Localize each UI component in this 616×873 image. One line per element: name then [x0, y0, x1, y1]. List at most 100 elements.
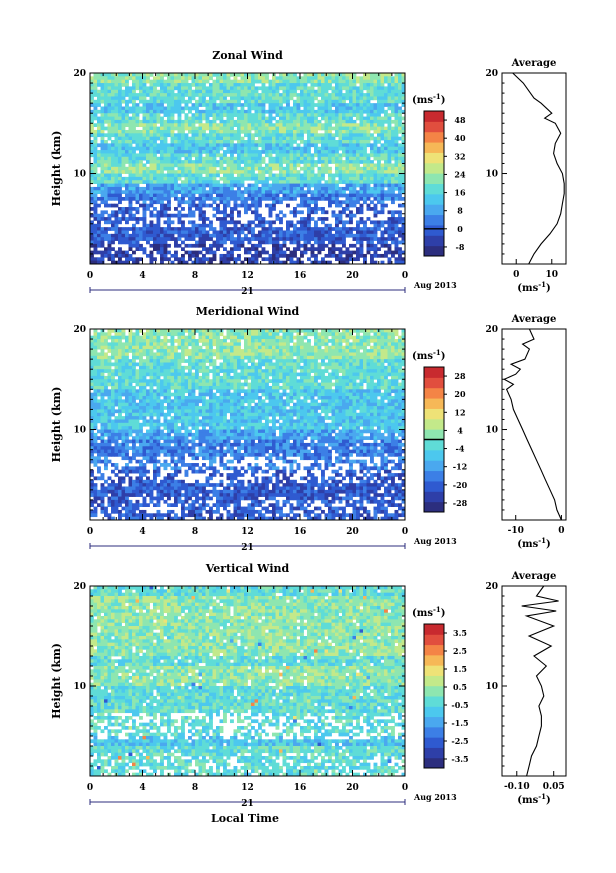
heatmap-cell: [205, 136, 210, 141]
heatmap-cell: [226, 237, 231, 241]
heatmap-cell: [272, 140, 276, 144]
heatmap-cell: [261, 106, 266, 111]
heatmap-cell: [223, 150, 227, 154]
heatmap-cell: [146, 349, 150, 353]
heatmap-cell: [93, 136, 98, 141]
heatmap-cell: [219, 233, 224, 238]
heatmap-cell: [237, 123, 241, 128]
heatmap-cell: [114, 230, 119, 235]
heatmap-cell: [181, 200, 185, 205]
heatmap-cell: [293, 160, 297, 164]
heatmap-cell: [111, 129, 115, 134]
heatmap-cell: [118, 103, 122, 107]
heatmap-cell: [247, 113, 252, 117]
heatmap-cell: [226, 349, 231, 353]
heatmap-cell: [321, 99, 325, 104]
heatmap-cell: [104, 250, 108, 255]
heatmap-cell: [205, 143, 210, 148]
heatmap-cell: [401, 156, 406, 161]
heatmap-cell: [114, 119, 119, 124]
heatmap-cell: [223, 109, 227, 114]
heatmap-cell: [114, 227, 119, 231]
heatmap-cell: [289, 332, 294, 337]
heatmap-cell: [356, 250, 360, 255]
heatmap-cell: [209, 129, 213, 134]
heatmap-cell: [352, 150, 357, 154]
heatmap-cell: [384, 240, 388, 245]
heatmap-cell: [114, 190, 119, 195]
heatmap-cell: [321, 240, 325, 245]
heatmap-cell: [230, 119, 234, 124]
heatmap-cell: [202, 103, 206, 107]
heatmap-cell: [296, 233, 301, 238]
heatmap-cell: [314, 176, 318, 181]
average-y-tick-label: 10: [485, 170, 498, 180]
heatmap-cell: [317, 170, 322, 174]
heatmap-cell: [100, 153, 105, 158]
heatmap-cell: [167, 153, 171, 158]
heatmap-cell: [212, 183, 217, 188]
heatmap-cell: [247, 160, 252, 164]
heatmap-cell: [265, 203, 269, 208]
heatmap-cell: [328, 116, 332, 121]
heatmap-cell: [261, 345, 266, 350]
heatmap-cell: [258, 163, 262, 168]
heatmap-cell: [251, 153, 255, 158]
heatmap-cell: [328, 345, 332, 350]
heatmap-cell: [349, 129, 353, 134]
heatmap-cell: [314, 119, 318, 124]
heatmap-cell: [167, 230, 171, 235]
heatmap-cell: [233, 136, 238, 141]
heatmap-cell: [195, 83, 199, 87]
heatmap-cell: [111, 119, 115, 124]
heatmap-cell: [100, 163, 105, 168]
heatmap-cell: [296, 220, 301, 225]
heatmap-cell: [146, 79, 150, 84]
heatmap-cell: [226, 230, 231, 235]
heatmap-cell: [275, 257, 280, 262]
heatmap-cell: [359, 196, 364, 201]
heatmap-cell: [384, 116, 388, 121]
heatmap-cell: [226, 250, 231, 255]
heatmap-cell: [279, 220, 283, 225]
heatmap-cell: [132, 176, 136, 181]
heatmap-cell: [328, 253, 332, 258]
heatmap-cell: [198, 243, 203, 248]
heatmap-cell: [251, 140, 255, 144]
heatmap-cell: [384, 253, 388, 258]
heatmap-cell: [289, 257, 294, 262]
heatmap-cell: [237, 170, 241, 174]
heatmap-cell: [398, 257, 402, 262]
heatmap-cell: [230, 207, 234, 211]
heatmap-cell: [121, 332, 126, 337]
heatmap-cell: [261, 173, 266, 178]
heatmap-cell: [282, 129, 287, 134]
heatmap-cell: [366, 119, 371, 124]
heatmap-cell: [195, 329, 199, 333]
heatmap-cell: [345, 116, 350, 121]
heatmap-cell: [184, 339, 189, 343]
heatmap-cell: [97, 203, 101, 208]
heatmap-cell: [335, 113, 339, 117]
heatmap-cell: [104, 227, 108, 231]
heatmap-cell: [191, 143, 196, 148]
heatmap-cell: [142, 119, 147, 124]
heatmap-cell: [237, 257, 241, 262]
heatmap-cell: [296, 183, 301, 188]
heatmap-cell: [331, 345, 336, 350]
heatmap-cell: [160, 129, 164, 134]
heatmap-cell: [247, 345, 252, 350]
heatmap-cell: [363, 79, 367, 84]
heatmap-cell: [181, 257, 185, 262]
heatmap-cell: [293, 156, 297, 161]
heatmap-cell: [233, 200, 238, 205]
heatmap-cell: [345, 136, 350, 141]
heatmap-cell: [352, 156, 357, 161]
heatmap-cell: [181, 93, 185, 97]
heatmap-cell: [114, 86, 119, 91]
heatmap-cell: [160, 207, 164, 211]
heatmap-cell: [380, 223, 385, 228]
heatmap-cell: [335, 73, 339, 77]
heatmap-cell: [93, 230, 98, 235]
heatmap-cell: [230, 247, 234, 251]
